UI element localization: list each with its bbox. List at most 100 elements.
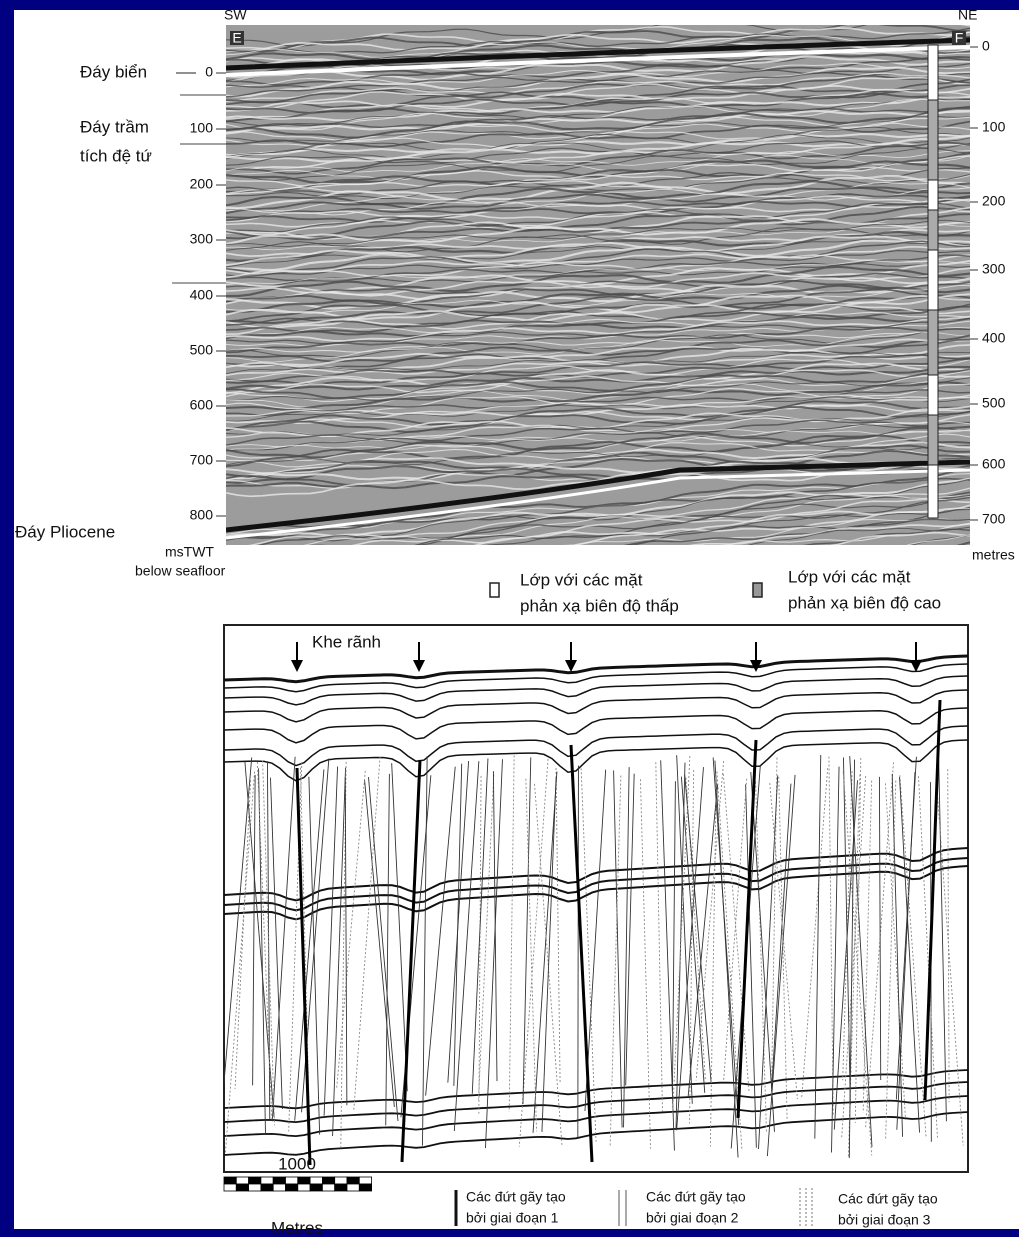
orientation-right: NE bbox=[958, 7, 977, 23]
fault bbox=[300, 767, 311, 1155]
reflector bbox=[226, 449, 970, 484]
reflector bbox=[226, 111, 970, 141]
horizon bbox=[224, 689, 968, 723]
scale-cell bbox=[297, 1183, 311, 1192]
fault bbox=[878, 776, 882, 1081]
fault bbox=[814, 755, 822, 1139]
reflector bbox=[226, 328, 970, 359]
fault bbox=[613, 770, 623, 1128]
fault bbox=[758, 775, 779, 1150]
fault bbox=[831, 766, 840, 1153]
reflector bbox=[226, 227, 970, 253]
arrow-head bbox=[413, 660, 425, 672]
right-tick-label: 300 bbox=[982, 261, 1006, 277]
reflector bbox=[226, 62, 970, 88]
orientation-left: SW bbox=[224, 7, 247, 23]
reflector bbox=[247, 487, 970, 545]
reflector bbox=[226, 434, 970, 468]
fault bbox=[862, 780, 873, 1113]
reflector bbox=[226, 76, 970, 110]
reflector bbox=[226, 134, 970, 160]
reflector bbox=[226, 219, 970, 248]
fault bbox=[660, 760, 675, 1151]
right-tick-label: 700 bbox=[982, 511, 1006, 527]
reflector bbox=[226, 180, 970, 207]
reflector bbox=[226, 396, 970, 422]
scale-unit: Metres bbox=[271, 1218, 323, 1237]
scale-cell bbox=[223, 1176, 237, 1185]
fault bbox=[947, 769, 950, 1103]
horizon bbox=[224, 654, 968, 684]
reflector bbox=[226, 107, 970, 139]
reflector bbox=[226, 186, 970, 215]
reflector bbox=[226, 326, 970, 354]
horizon bbox=[224, 1111, 968, 1156]
reflector bbox=[722, 523, 970, 545]
fault bbox=[391, 763, 408, 1092]
reflector bbox=[226, 362, 970, 395]
scale-cell bbox=[358, 1176, 372, 1185]
fault bbox=[684, 774, 712, 1083]
reflector bbox=[226, 400, 970, 432]
layer-cell bbox=[927, 374, 939, 416]
point-left: E bbox=[232, 30, 241, 46]
reflector bbox=[226, 72, 970, 102]
reflector bbox=[226, 196, 970, 223]
fault bbox=[518, 758, 549, 1147]
fault bbox=[801, 768, 829, 1097]
legend-swatch bbox=[489, 582, 500, 598]
reflector bbox=[473, 504, 970, 545]
reflector bbox=[226, 477, 970, 541]
layer-cell bbox=[927, 179, 939, 211]
left-tick-label: 800 bbox=[190, 507, 214, 523]
interpretation-panel bbox=[223, 624, 969, 1173]
fault bbox=[555, 767, 561, 1084]
reflector bbox=[226, 331, 970, 363]
reflector bbox=[226, 154, 970, 181]
fault bbox=[675, 762, 686, 1130]
reflector bbox=[226, 74, 970, 106]
fault bbox=[671, 781, 676, 1091]
left-tick-label: 0 bbox=[205, 64, 213, 80]
scale-cell bbox=[235, 1176, 250, 1185]
reflector bbox=[226, 377, 970, 402]
reflector bbox=[226, 72, 970, 98]
major-fault bbox=[736, 739, 758, 1119]
fault bbox=[891, 773, 904, 1137]
scale-cell bbox=[260, 1183, 274, 1192]
fault-legend-text: Các đứt gãy tạo bbox=[646, 1189, 746, 1205]
left-tick-label: 200 bbox=[190, 176, 214, 192]
point-box bbox=[230, 31, 244, 45]
reflector bbox=[226, 444, 970, 478]
fault bbox=[712, 757, 740, 1126]
fault bbox=[680, 776, 706, 1093]
scale-bar bbox=[223, 1176, 372, 1192]
fault bbox=[841, 776, 867, 1140]
reflector bbox=[226, 147, 970, 181]
fault bbox=[332, 767, 347, 1137]
fault bbox=[270, 777, 283, 1110]
reflector bbox=[226, 175, 970, 210]
fault bbox=[716, 771, 743, 1149]
axis-unit: below seafloor bbox=[135, 563, 226, 579]
reflector bbox=[226, 381, 970, 411]
reflector bbox=[226, 235, 970, 267]
horizon-label: Đáy biển bbox=[80, 62, 147, 81]
left-tick-label: 700 bbox=[190, 452, 214, 468]
reflector bbox=[573, 518, 970, 545]
horizon bbox=[224, 1069, 968, 1110]
fault bbox=[769, 783, 798, 1100]
fault bbox=[308, 776, 321, 1135]
reflector bbox=[747, 526, 970, 545]
reflector bbox=[303, 495, 970, 545]
right-tick-label: 100 bbox=[982, 119, 1006, 135]
reflector bbox=[226, 66, 970, 98]
fault bbox=[723, 778, 748, 1081]
scale-cell bbox=[248, 1176, 262, 1185]
fault bbox=[609, 775, 622, 1147]
horizon-label: Đáy trầm bbox=[80, 117, 149, 136]
arrow-head bbox=[291, 660, 303, 672]
reflector bbox=[226, 265, 970, 298]
reflector bbox=[226, 311, 970, 340]
horizon bbox=[224, 1095, 968, 1138]
